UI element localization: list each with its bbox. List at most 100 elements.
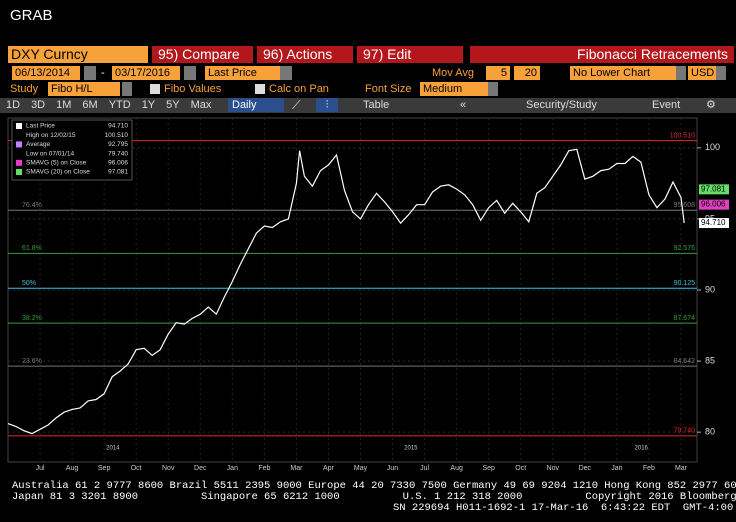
legend-name: Average [26,141,50,148]
legend-swatch [16,169,22,175]
date-separator: - [101,67,105,79]
fib-value: 92.576 [674,245,696,252]
legend-value: 100.510 [105,132,129,139]
fib-label: 61.8% [22,245,42,252]
start-date[interactable]: 06/13/2014 [12,66,80,80]
lower-chart-select[interactable]: No Lower Chart [570,66,676,80]
window-title: GRAB [10,7,53,24]
settings-button[interactable]: ⚙ [706,99,716,111]
x-tick-label: Dec [194,465,207,472]
x-tick-label: Nov [547,465,560,472]
period-button[interactable]: 1M [56,99,72,111]
legend-value: 94.710 [108,123,128,130]
legend-value: 97.081 [108,169,128,176]
ticker-input[interactable]: DXY Curncy [8,46,148,63]
price-tag-label: 97.081 [701,184,726,193]
x-tick-label: Nov [162,465,175,472]
price-tag-label: 96.006 [701,200,726,209]
price-select[interactable]: Last Price [205,66,281,80]
x-tick-label: Jul [420,465,429,472]
legend-box [11,119,133,181]
legend-value: 96.006 [108,160,128,167]
x-tick-label: Jun [387,465,398,472]
mov-avg-long[interactable]: 20 [514,66,540,80]
currency-select[interactable]: USD [688,66,716,80]
x-tick-label: Sep [482,465,495,472]
dropdown-arrow[interactable] [716,66,726,80]
legend: Last Price 94.710 High on 12/02/15 100.510 A… [11,119,133,181]
y-tick-label: 80 [705,427,715,437]
x-tick-label: Jul [36,465,45,472]
period-button[interactable]: YTD [108,99,131,111]
year-label: 2014 [106,446,120,452]
x-tick-label: Aug [66,465,79,472]
legend-swatch [16,141,22,148]
calc-on-pan-label: Calc on Pan [269,83,329,95]
font-size-select[interactable]: Medium [420,82,488,96]
security-study-button[interactable]: Security/Study [526,99,597,111]
period-button[interactable]: 1D [6,99,21,111]
period-button[interactable]: 3D [31,99,46,111]
fib-value: 90.125 [674,280,696,287]
price-line [7,148,685,435]
period-button[interactable]: 5Y [166,99,180,111]
legend-name: SMAVG (20) on Close [26,169,90,176]
x-tick-label: Sep [98,465,111,472]
y-tick-label: 90 [705,284,715,294]
dropdown-arrow[interactable] [122,82,132,96]
calendar-icon[interactable] [84,66,96,80]
period-button[interactable]: 1Y [141,99,156,111]
end-date[interactable]: 03/17/2016 [112,66,180,80]
year-label: 2016 [635,446,649,452]
frequency-select[interactable]: Daily [228,98,284,112]
back-button[interactable]: « [460,99,467,111]
line-icon[interactable]: ⟋ [292,98,301,112]
candle-icon[interactable]: ⫶ [316,98,338,112]
table-button[interactable]: Table [363,99,390,111]
view-name: Fibonacci Retracements [470,46,734,63]
footer-line: Japan 81 3 3201 8900 Singapore 65 6212 1… [12,491,736,503]
dropdown-arrow[interactable] [676,66,686,80]
fib-value: 79.740 [674,428,696,435]
x-tick-label: Jan [611,465,622,472]
x-tick-label: Dec [579,465,592,472]
x-tick-label: Aug [450,465,463,472]
checkbox[interactable] [255,84,265,94]
chart: 80859095100JulAugSepOctNovDecJanFebMarAp… [7,117,729,472]
x-tick-label: Apr [323,465,335,472]
x-tick-label: Mar [290,465,303,472]
legend-name: SMAVG (5) on Close [26,160,87,167]
compare-button[interactable]: 95) Compare [152,46,253,63]
dropdown-arrow[interactable] [488,82,498,96]
study-label: Study [10,83,39,95]
checkbox-checked[interactable] [150,84,160,94]
mov-avg-short[interactable]: 5 [486,66,510,80]
period-button[interactable]: Max [190,99,212,111]
price-tag-label: 94.710 [701,218,726,227]
dropdown-arrow[interactable] [280,66,292,80]
study-select[interactable]: Fibo H/L [48,82,120,96]
fibo-values-label: Fibo Values [164,83,222,95]
period-bar [0,98,736,113]
fib-value: 95.608 [674,202,696,209]
x-tick-label: Feb [258,465,270,472]
legend-swatch [16,123,22,129]
fib-label: 76.4% [22,202,42,209]
x-tick-label: Mar [675,465,688,472]
actions-button[interactable]: 96) Actions [257,46,353,63]
price-tag [699,184,729,195]
price-tag [699,218,729,229]
legend-value: 79.740 [108,150,128,157]
y-tick-label: 85 [705,355,715,365]
mov-avg-label: Mov Avg [432,67,474,79]
fib-label: 23.6% [22,358,42,365]
calendar-icon[interactable] [184,66,196,80]
event-button[interactable]: Event [652,99,681,111]
edit-button[interactable]: 97) Edit [357,46,463,63]
legend-swatch [16,159,22,166]
fib-value: 100.510 [670,132,695,139]
fib-label: 38.2% [22,315,42,322]
y-tick-label: 100 [705,142,720,152]
footer-line: SN 229694 H011-1692-1 17-Mar-16 6:43:22 … [393,502,734,514]
period-button[interactable]: 6M [82,99,98,111]
